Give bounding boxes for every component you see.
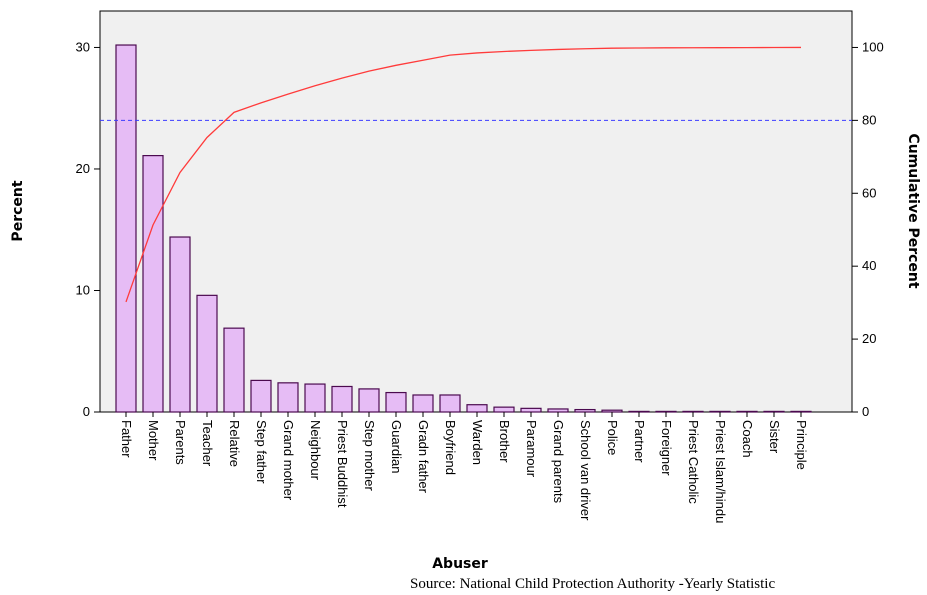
category-label: Step mother (362, 420, 377, 491)
bar-brother (493, 406, 515, 413)
left-tick-label-0: 0 (83, 404, 90, 419)
left-tick-label-10: 10 (76, 282, 90, 297)
bar-relative (223, 327, 245, 413)
right-tick-label-80: 80 (862, 112, 876, 127)
category-label: Partner (632, 420, 647, 463)
right-tick-label-20: 20 (862, 331, 876, 346)
category-label: Mother (146, 420, 161, 461)
bar-parents (169, 236, 191, 413)
right-tick-label-0: 0 (862, 404, 869, 419)
right-axis: 0 20 40 60 80 100 (852, 39, 884, 419)
category-label: Sister (767, 420, 782, 454)
category-label: Warden (470, 420, 485, 465)
bar-guardian (385, 391, 407, 413)
bar-teacher (196, 294, 218, 413)
category-label: Foreigner (659, 420, 674, 476)
cumulative-line (125, 46, 802, 303)
bar-father (115, 44, 137, 413)
cumulative-line-group (125, 46, 802, 303)
bar-neighbour (304, 383, 326, 413)
category-label: Priest Buddhist (335, 420, 350, 508)
category-label: Grand mother (281, 420, 296, 501)
y2-axis-title: Cumulative Percent (905, 133, 921, 288)
category-label: Teacher (200, 420, 215, 467)
bar-school-van-driver (574, 408, 596, 413)
right-tick-label-40: 40 (862, 258, 876, 273)
category-label: School van driver (578, 420, 593, 521)
bar-grand-parents (547, 408, 569, 413)
category-label: Neighbour (308, 420, 323, 481)
bar-paramour (520, 407, 542, 413)
category-label: Police (605, 420, 620, 455)
source-note: Source: National Child Protection Author… (410, 576, 776, 592)
bar-priest-catholic (682, 410, 704, 413)
bar-step-mother (358, 388, 380, 413)
bar-partner (628, 410, 650, 413)
bar-gradn-father (412, 394, 434, 413)
bar-priest-buddhist (331, 385, 353, 413)
left-axis: 0 10 20 30 (76, 39, 100, 419)
category-label: Boyfriend (443, 420, 458, 475)
x-axis-title: Abuser (432, 556, 488, 572)
bar-grand-mother (277, 382, 299, 413)
category-label: Step father (254, 420, 269, 484)
bar-foreigner (655, 410, 677, 413)
category-label: Coach (740, 420, 755, 458)
category-label: Paramour (524, 420, 539, 478)
bar-mother (142, 155, 164, 413)
category-label: Guardian (389, 420, 404, 473)
right-tick-label-60: 60 (862, 185, 876, 200)
category-label: Gradn father (416, 420, 431, 494)
bar-boyfriend (439, 394, 461, 413)
category-label: Priest Islam/hindu (713, 420, 728, 523)
category-label: Principle (794, 420, 809, 470)
category-label: Father (119, 420, 134, 458)
y-axis-title: Percent (10, 180, 26, 241)
x-axis: Father Mother Parents Teacher Relative Step f… (119, 412, 809, 523)
left-tick-label-20: 20 (76, 161, 90, 176)
bar-step-father (250, 379, 272, 413)
right-tick-label-100: 100 (862, 39, 884, 54)
category-label: Parents (173, 420, 188, 465)
bar-warden (466, 404, 488, 413)
bar-group (115, 44, 812, 413)
left-tick-label-30: 30 (76, 39, 90, 54)
bar-sister (763, 410, 785, 413)
bar-coach (736, 410, 758, 413)
category-label: Priest Catholic (686, 420, 701, 504)
category-label: Grand parents (551, 420, 566, 504)
category-label: Brother (497, 420, 512, 463)
bar-priest-islam-hindu (709, 410, 731, 413)
bar-principle (790, 410, 812, 413)
bar-police (601, 409, 623, 413)
category-label: Relative (227, 420, 242, 467)
